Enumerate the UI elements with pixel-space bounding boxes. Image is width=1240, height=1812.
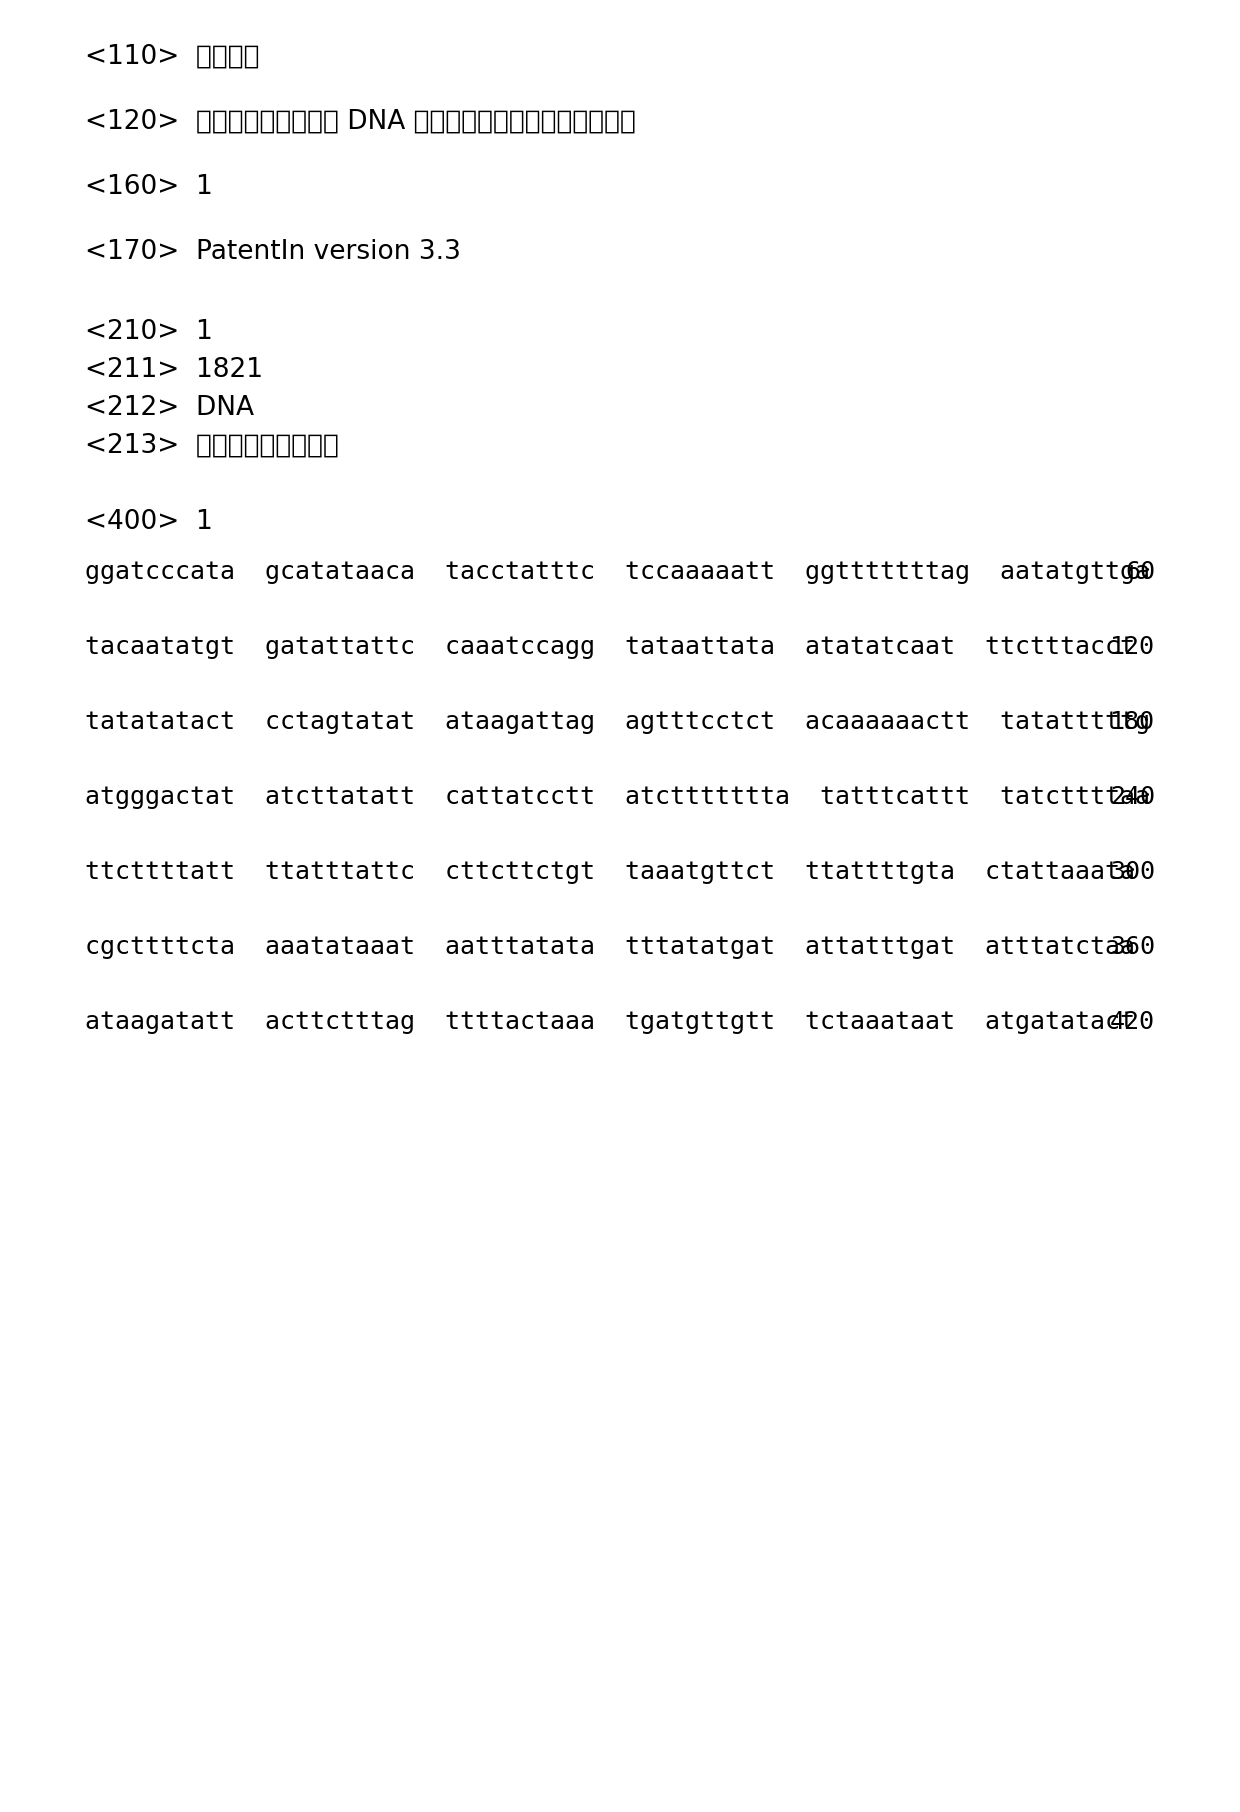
Text: <110>  江南大学: <110> 江南大学 [86,43,259,71]
Text: <211>  1821: <211> 1821 [86,357,263,382]
Text: 240: 240 [1110,785,1154,808]
Text: <120>  树干毕赤酵母大片段 DNA 基因组文库的构建方法及其应用: <120> 树干毕赤酵母大片段 DNA 基因组文库的构建方法及其应用 [86,109,636,136]
Text: 420: 420 [1110,1009,1154,1035]
Text: 120: 120 [1110,634,1154,660]
Text: 360: 360 [1110,935,1154,959]
Text: 60: 60 [1125,560,1154,583]
Text: 300: 300 [1110,861,1154,884]
Text: <400>  1: <400> 1 [86,509,213,535]
Text: tatatatact  cctagtatat  ataagattag  agtttcctct  acaaaaaactt  tatatttttg: tatatatact cctagtatat ataagattag agtttcc… [86,710,1149,734]
Text: ggatcccata  gcatataaca  tacctatttc  tccaaaaatt  ggtttttttag  aatatgttga: ggatcccata gcatataaca tacctatttc tccaaaa… [86,560,1149,583]
Text: <160>  1: <160> 1 [86,174,213,199]
Text: ttcttttatt  ttatttattc  cttcttctgt  taaatgttct  ttattttgta  ctattaaata: ttcttttatt ttatttattc cttcttctgt taaatgt… [86,861,1135,884]
Text: atgggactat  atcttatatt  cattatcctt  atcttttttta  tatttcattt  tatcttttaa: atgggactat atcttatatt cattatcctt atctttt… [86,785,1149,808]
Text: <212>  DNA: <212> DNA [86,395,254,420]
Text: 180: 180 [1110,710,1154,734]
Text: ataagatatt  acttctttag  ttttactaaa  tgatgttgtt  tctaaataat  atgatatact: ataagatatt acttctttag ttttactaaa tgatgtt… [86,1009,1135,1035]
Text: <170>  PatentIn version 3.3: <170> PatentIn version 3.3 [86,239,461,265]
Text: tacaatatgt  gatattattc  caaatccagg  tataattata  atatatcaat  ttctttacct: tacaatatgt gatattattc caaatccagg tataatt… [86,634,1135,660]
Text: cgcttttcta  aaatataaat  aatttatata  tttatatgat  attatttgat  atttatctaa: cgcttttcta aaatataaat aatttatata tttatat… [86,935,1135,959]
Text: <213>  纤维二糖酶相关基因: <213> 纤维二糖酶相关基因 [86,433,339,458]
Text: <210>  1: <210> 1 [86,319,213,344]
